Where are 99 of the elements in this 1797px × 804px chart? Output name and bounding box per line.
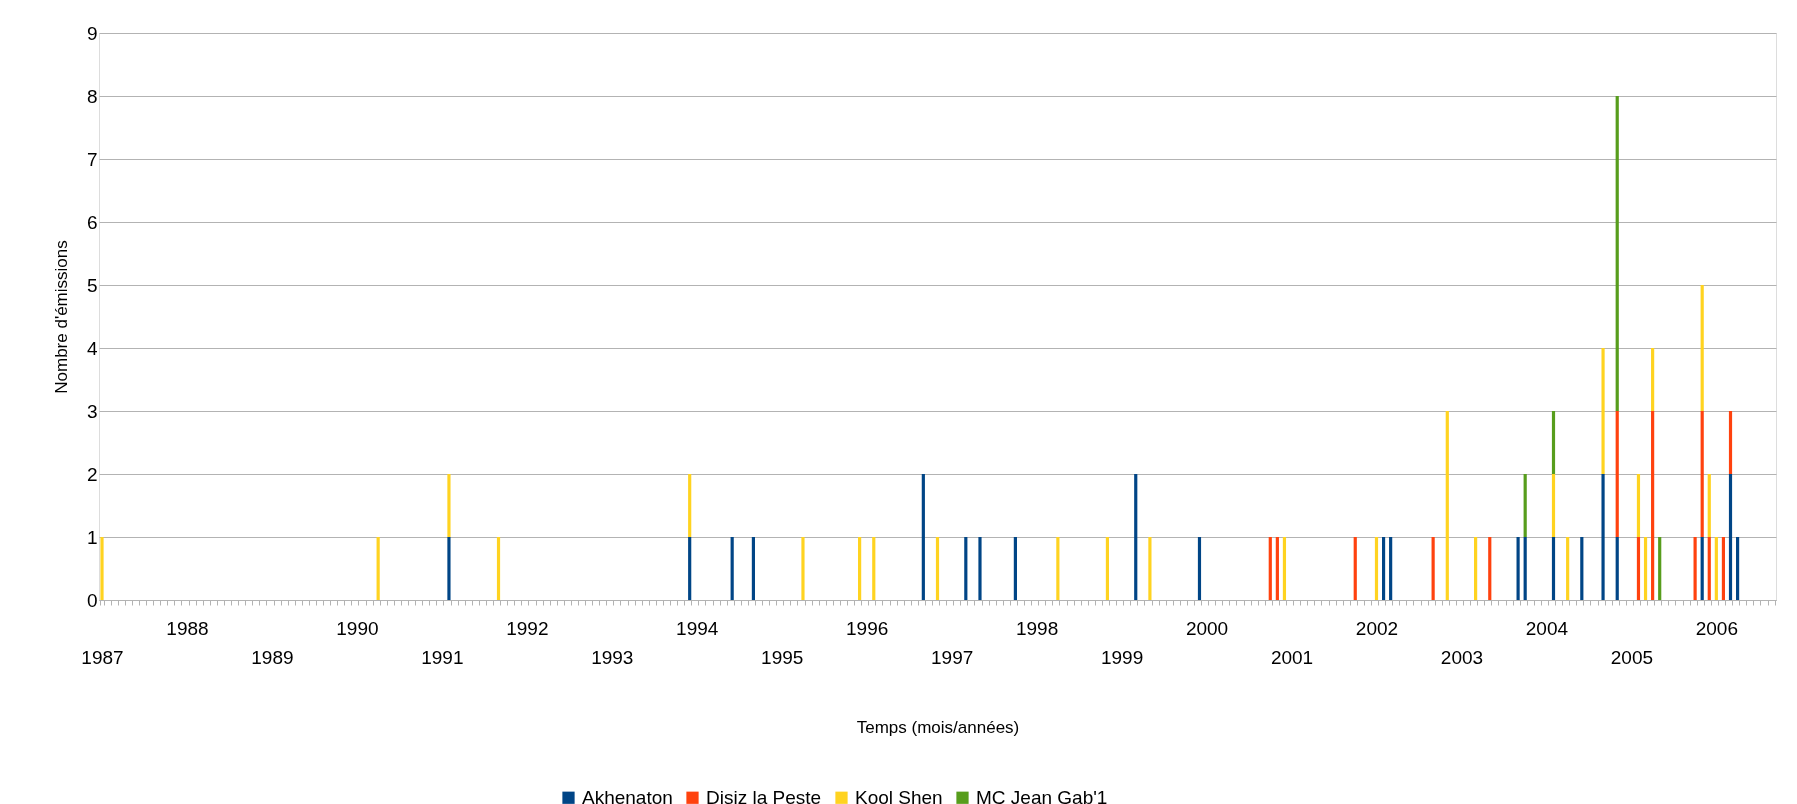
x-tick-label: 1993 <box>591 646 634 668</box>
x-tick-label: 1992 <box>506 617 549 639</box>
x-tick-label: 1989 <box>251 646 294 668</box>
bar <box>1636 474 1641 537</box>
legend-label: MC Jean Gab'1 <box>976 786 1108 804</box>
bar <box>1615 537 1619 600</box>
x-tick-label: 1990 <box>336 617 379 639</box>
bar <box>1523 537 1527 600</box>
bar <box>751 537 755 600</box>
legend-label: Disiz la Peste <box>706 786 822 804</box>
y-tick-label: 3 <box>86 400 98 422</box>
x-tick-label: 2003 <box>1440 646 1484 668</box>
bar <box>1374 537 1379 600</box>
bar <box>1707 537 1711 600</box>
bar <box>1643 537 1648 600</box>
bar <box>1013 537 1017 600</box>
bar <box>1474 537 1478 600</box>
bar <box>1134 474 1138 600</box>
bar <box>1056 537 1060 600</box>
bar <box>730 537 734 600</box>
bar <box>376 537 380 600</box>
bar <box>447 474 451 537</box>
bar <box>1197 537 1202 600</box>
bar <box>1736 537 1740 600</box>
bar <box>1721 537 1726 600</box>
bar <box>1551 537 1556 600</box>
bar <box>1728 474 1733 600</box>
y-tick-label: 8 <box>86 85 98 107</box>
bar <box>1523 474 1527 537</box>
bar <box>1700 285 1704 411</box>
y-tick-label: 5 <box>86 274 98 296</box>
bar <box>1381 537 1386 600</box>
bar <box>1488 537 1492 600</box>
x-tick-label: 2001 <box>1270 646 1314 668</box>
x-tick-label: 1997 <box>931 646 974 668</box>
bar <box>1714 537 1718 600</box>
x-tick-label: 2004 <box>1525 617 1569 639</box>
x-tick-label: 1998 <box>1015 617 1059 639</box>
bar <box>978 537 982 600</box>
bar <box>1700 537 1704 600</box>
bar <box>1580 537 1584 600</box>
y-tick-label: 1 <box>86 526 98 548</box>
bar <box>1431 537 1435 600</box>
bar <box>1707 474 1711 537</box>
bar <box>1148 537 1152 600</box>
bar <box>1353 537 1357 600</box>
y-tick-label: 2 <box>86 463 98 485</box>
bar <box>1601 348 1605 474</box>
y-tick-label: 4 <box>86 337 98 359</box>
bar <box>1282 537 1287 600</box>
bar <box>1651 411 1655 600</box>
bar <box>1566 537 1570 600</box>
x-tick-label: 2006 <box>1695 617 1738 639</box>
bar <box>1615 96 1619 411</box>
legend-label: Kool Shen <box>855 786 943 804</box>
y-tick-label: 7 <box>86 148 98 170</box>
bar <box>801 537 805 600</box>
x-tick-label: 1988 <box>166 617 209 639</box>
bar <box>1445 411 1449 600</box>
bar <box>964 537 968 600</box>
x-tick-label: 1987 <box>81 646 124 668</box>
bar <box>935 537 940 600</box>
bar <box>447 537 451 600</box>
bar <box>1516 537 1520 600</box>
legend-label: Akhenaton <box>582 786 673 804</box>
bar <box>688 474 692 537</box>
y-axis-title: Nombre d'émissions <box>51 240 71 394</box>
x-tick-label: 1996 <box>846 617 889 639</box>
x-tick-label: 1999 <box>1100 646 1144 668</box>
bar <box>921 474 925 600</box>
x-tick-label: 2002 <box>1355 617 1399 639</box>
y-tick-label: 6 <box>86 211 98 233</box>
x-tick-label: 1994 <box>676 617 719 639</box>
x-tick-label: 1991 <box>421 646 464 668</box>
y-tick-label: 9 <box>86 22 98 44</box>
bar <box>100 537 104 600</box>
bar <box>1551 474 1556 537</box>
bar <box>1700 411 1704 537</box>
bar <box>1551 411 1556 474</box>
bar <box>858 537 862 600</box>
bar <box>1105 537 1110 600</box>
bar <box>1275 537 1279 600</box>
bar <box>688 537 692 600</box>
bar <box>1658 537 1662 600</box>
bar <box>1636 537 1641 600</box>
bar <box>1389 537 1393 600</box>
bar <box>496 537 501 600</box>
x-axis-title: Temps (mois/années) <box>856 717 1020 737</box>
bar <box>1728 411 1733 474</box>
bar <box>1693 537 1697 600</box>
bar <box>1615 411 1619 537</box>
x-tick-label: 2000 <box>1185 617 1229 639</box>
x-tick-label: 1995 <box>761 646 804 668</box>
bar <box>1601 474 1605 600</box>
y-tick-label: 0 <box>86 589 98 611</box>
bar <box>1651 348 1655 411</box>
bar <box>1268 537 1272 600</box>
x-tick-label: 2005 <box>1610 646 1654 668</box>
bar <box>872 537 876 600</box>
